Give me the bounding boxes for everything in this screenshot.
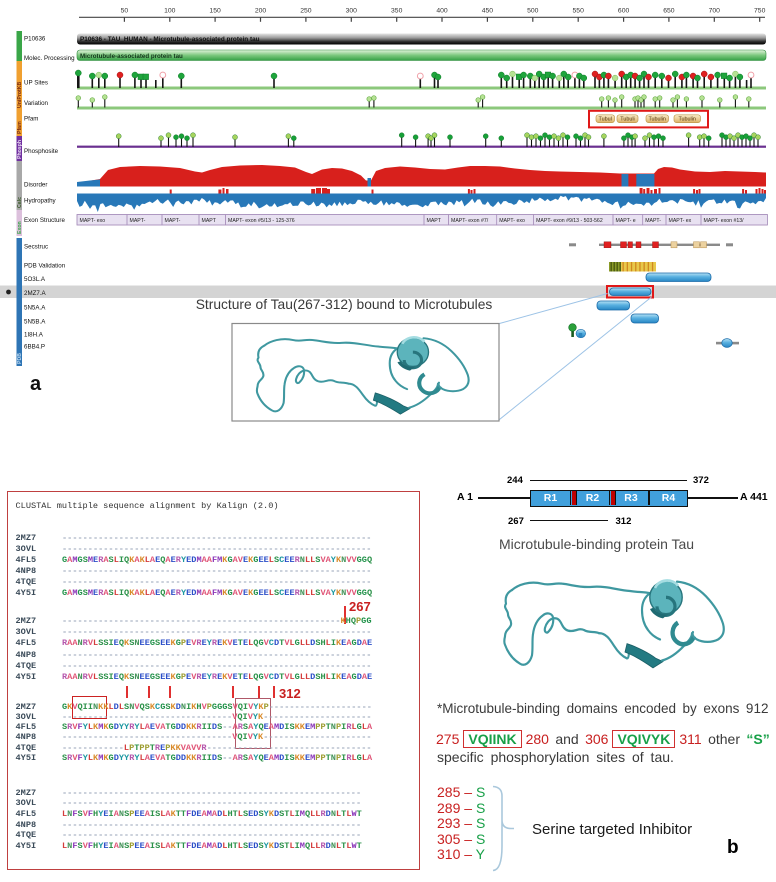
svg-text:700: 700 [709,8,721,15]
svg-text:50: 50 [121,8,129,15]
svg-text:Disorder: Disorder [24,181,47,188]
svg-text:a: a [30,373,42,395]
svg-text:150: 150 [209,8,221,15]
svg-text:Exon Structure: Exon Structure [24,217,65,224]
svg-text:PDB: PDB [17,353,23,364]
svg-text:350: 350 [391,8,403,15]
svg-text:Calc: Calc [17,197,23,208]
svg-text:Structure of Tau(267-312) bou: Structure of Tau(267-312) bound to Micro… [196,297,493,312]
svg-text:Exon: Exon [17,221,23,234]
svg-text:250: 250 [300,8,312,15]
svg-text:Tubuli: Tubuli [620,117,634,123]
svg-text:2MZ7.A: 2MZ7.A [24,290,47,297]
svg-text:Microtubule-associated protein: Microtubule-associated protein tau [80,53,183,60]
svg-text:MAPT- exo: MAPT- exo [80,218,106,224]
svg-text:5N5B.A: 5N5B.A [24,318,46,325]
svg-text:MAPT- exon #9/13 - 503-562: MAPT- exon #9/13 - 503-562 [536,218,603,224]
svg-text:MAPT- exon #7/: MAPT- exon #7/ [451,218,489,224]
svg-text:Variation: Variation [24,100,49,107]
svg-text:400: 400 [436,8,448,15]
svg-text:Hydropathy: Hydropathy [24,197,57,204]
svg-text:Tubul: Tubul [599,117,612,123]
svg-text:Pfam: Pfam [24,115,38,122]
svg-text:100: 100 [164,8,176,15]
svg-text:300: 300 [346,8,358,15]
svg-text:MAPT- e: MAPT- e [616,218,636,224]
svg-text:Tubulin: Tubulin [678,117,695,123]
svg-text:750: 750 [754,8,766,15]
svg-text:600: 600 [618,8,630,15]
svg-text:P10636: P10636 [24,35,46,42]
svg-text:MAPT-: MAPT- [645,218,661,224]
svg-text:5O3L.A: 5O3L.A [24,276,46,283]
svg-text:MAPT- exon #5/13 - 125-376: MAPT- exon #5/13 - 125-376 [228,218,295,224]
svg-text:P10636 - TAU_HUMAN - Microtubu: P10636 - TAU_HUMAN - Microtubule-associa… [80,36,260,43]
svg-text:Molec. Processing: Molec. Processing [24,55,75,62]
svg-text:UniProtKB: UniProtKB [17,82,23,108]
svg-text:MAPT- exo: MAPT- exo [499,218,525,224]
svg-text:UP Sites: UP Sites [24,79,48,86]
svg-text:MAPT: MAPT [202,218,217,224]
svg-text:200: 200 [255,8,267,15]
svg-text:5N5A.A: 5N5A.A [24,304,46,311]
svg-text:MAPT-: MAPT- [130,218,146,224]
svg-text:Phosph: Phosph [17,140,23,159]
svg-text:450: 450 [482,8,494,15]
svg-text:PDB Validation: PDB Validation [24,262,66,269]
svg-text:Phosphosite: Phosphosite [24,148,59,155]
svg-text:6BB4.P: 6BB4.P [24,343,45,350]
svg-text:MAPT- ex: MAPT- ex [669,218,692,224]
svg-text:Secstruc: Secstruc [24,243,48,250]
svg-text:Pfam: Pfam [17,121,23,134]
svg-text:550: 550 [573,8,585,15]
svg-text:MAPT-: MAPT- [165,218,181,224]
svg-text:650: 650 [663,8,675,15]
svg-text:MAPT- exon #13/: MAPT- exon #13/ [704,218,745,224]
svg-text:Tubulin: Tubulin [648,117,665,123]
svg-text:500: 500 [527,8,539,15]
svg-text:MAPT: MAPT [427,218,442,224]
svg-text:1I8H.A: 1I8H.A [24,331,44,338]
